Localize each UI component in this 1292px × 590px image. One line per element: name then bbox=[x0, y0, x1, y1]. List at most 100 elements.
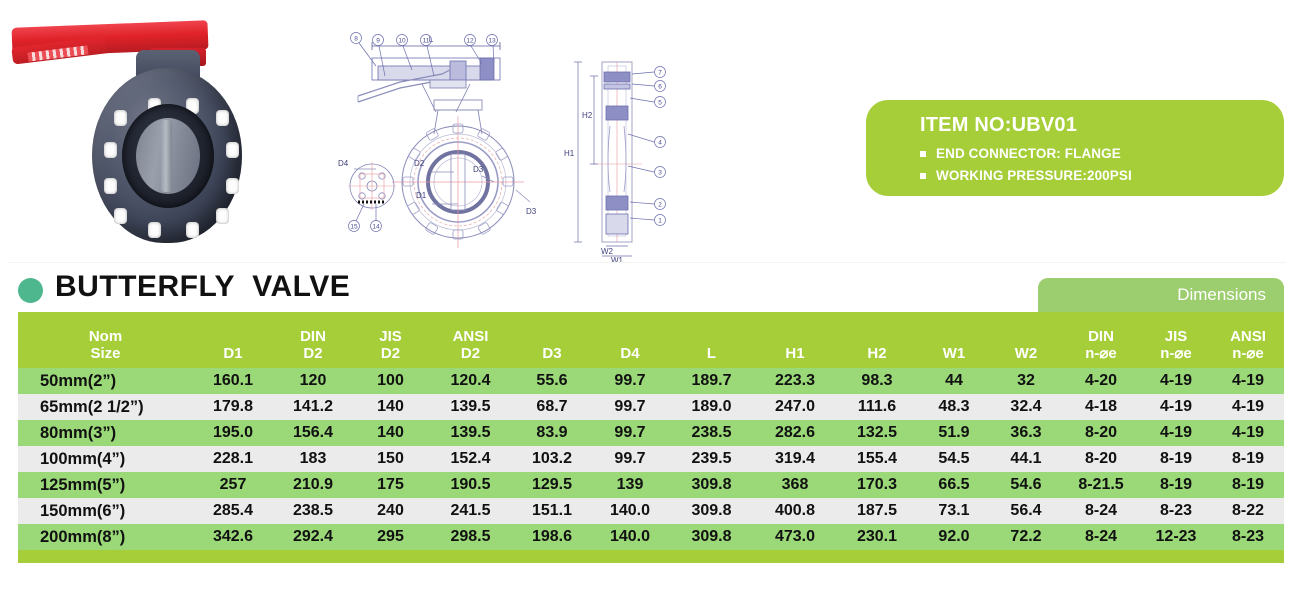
valve-bolt-hole bbox=[104, 142, 117, 158]
table-cell: 139 bbox=[591, 472, 669, 498]
column-header-DIN-n-⌀e: DIN n-⌀e bbox=[1062, 312, 1140, 368]
top-media-section: L bbox=[0, 0, 1292, 264]
column-header-top: ANSI bbox=[452, 328, 489, 345]
column-header-ANSI-n-⌀e: ANSI n-⌀e bbox=[1212, 312, 1284, 368]
callout-14: 14 bbox=[372, 224, 380, 231]
callout-4: 4 bbox=[658, 140, 662, 147]
table-cell: 8-21.5 bbox=[1062, 472, 1140, 498]
column-header-H1: H1 bbox=[754, 312, 836, 368]
table-cell: 342.6 bbox=[193, 524, 273, 550]
square-bullet-icon bbox=[920, 151, 926, 157]
table-cell: 210.9 bbox=[273, 472, 353, 498]
table-cell: 183 bbox=[273, 446, 353, 472]
valve-bolt-hole bbox=[114, 110, 127, 126]
table-cell: 8-20 bbox=[1062, 446, 1140, 472]
column-header-bottom: D4 bbox=[620, 345, 640, 362]
dimensions-tab: Dimensions bbox=[1038, 278, 1284, 312]
table-cell: 473.0 bbox=[754, 524, 836, 550]
column-header-W1: W1 bbox=[918, 312, 990, 368]
dimension-label-D1: D1 bbox=[416, 191, 427, 200]
column-header-bottom: L bbox=[706, 345, 717, 362]
valve-bolt-hole bbox=[114, 208, 127, 224]
valve-bolt-hole bbox=[216, 110, 229, 126]
table-cell: 68.7 bbox=[513, 394, 591, 420]
table-cell: 187.5 bbox=[836, 498, 918, 524]
table-cell: 309.8 bbox=[669, 498, 754, 524]
table-cell: 8-24 bbox=[1062, 498, 1140, 524]
table-cell: 51.9 bbox=[918, 420, 990, 446]
table-cell: 8-20 bbox=[1062, 420, 1140, 446]
callout-13: 13 bbox=[488, 38, 496, 45]
table-cell: 4-20 bbox=[1062, 368, 1140, 394]
table-cell: 400.8 bbox=[754, 498, 836, 524]
table-cell: 8-19 bbox=[1140, 446, 1212, 472]
table-cell: 44.1 bbox=[990, 446, 1062, 472]
page-title: BUTTERFLY VALVE bbox=[55, 270, 351, 303]
table-cell: 120 bbox=[273, 368, 353, 394]
table-cell: 189.7 bbox=[669, 368, 754, 394]
table-cell: 32 bbox=[990, 368, 1062, 394]
column-header-bottom: n-⌀e bbox=[1160, 345, 1192, 362]
table-cell: 8-23 bbox=[1140, 498, 1212, 524]
table-cell: 32.4 bbox=[990, 394, 1062, 420]
info-line-working-pressure: WORKING PRESSURE:200PSI bbox=[920, 165, 1284, 187]
table-cell: 175 bbox=[353, 472, 428, 498]
table-cell: 99.7 bbox=[591, 420, 669, 446]
table-header-row: Nom Size D1 DIN D2 JIS D2 ANSI D2 D3 D4 L H1 H2 W1 W2 DI… bbox=[18, 312, 1284, 368]
column-header-bottom: n-⌀e bbox=[1232, 345, 1264, 362]
column-header-D3: D3 bbox=[513, 312, 591, 368]
dimension-label-D3-alt: D3 bbox=[526, 207, 537, 216]
cell-nominal-size: 100mm(4”) bbox=[18, 446, 193, 472]
column-header-Nom-Size: Nom Size bbox=[18, 312, 193, 368]
cell-nominal-size: 200mm(8”) bbox=[18, 524, 193, 550]
table-cell: 189.0 bbox=[669, 394, 754, 420]
callout-7: 7 bbox=[658, 70, 662, 77]
table-cell: 190.5 bbox=[428, 472, 513, 498]
table-cell: 99.7 bbox=[591, 446, 669, 472]
callout-9: 9 bbox=[376, 38, 380, 45]
table-cell: 241.5 bbox=[428, 498, 513, 524]
table-cell: 139.5 bbox=[428, 394, 513, 420]
square-bullet-icon bbox=[920, 173, 926, 179]
valve-bolt-hole bbox=[216, 208, 229, 224]
column-header-top: ANSI bbox=[1230, 328, 1266, 345]
dimension-label-H1: H1 bbox=[564, 149, 575, 158]
table-cell: 141.2 bbox=[273, 394, 353, 420]
table-cell: 295 bbox=[353, 524, 428, 550]
table-cell: 309.8 bbox=[669, 472, 754, 498]
column-header-bottom: H2 bbox=[867, 345, 887, 362]
dimension-label-H2: H2 bbox=[582, 111, 593, 120]
table-cell: 4-19 bbox=[1212, 368, 1284, 394]
table-cell: 73.1 bbox=[918, 498, 990, 524]
table-cell: 4-18 bbox=[1062, 394, 1140, 420]
column-header-top: DIN bbox=[1088, 328, 1114, 345]
valve-bolt-hole bbox=[186, 222, 199, 238]
callout-2: 2 bbox=[658, 202, 662, 209]
table-cell: 150 bbox=[353, 446, 428, 472]
table-cell: 99.7 bbox=[591, 394, 669, 420]
valve-bolt-hole bbox=[148, 222, 161, 238]
table-cell: 257 bbox=[193, 472, 273, 498]
valve-bolt-hole bbox=[226, 178, 239, 194]
callout-5: 5 bbox=[658, 100, 662, 107]
info-line-end-connector-text: END CONNECTOR: FLANGE bbox=[936, 146, 1121, 161]
table-cell: 8-19 bbox=[1212, 472, 1284, 498]
table-cell: 151.1 bbox=[513, 498, 591, 524]
table-cell: 4-19 bbox=[1140, 394, 1212, 420]
table-row: 50mm(2”) 160.1 120 100 120.4 55.6 99.7 189.7 223… bbox=[18, 368, 1284, 394]
column-header-bottom: H1 bbox=[785, 345, 805, 362]
table-cell: 298.5 bbox=[428, 524, 513, 550]
table-cell: 100 bbox=[353, 368, 428, 394]
column-header-top: Nom bbox=[88, 328, 123, 345]
cell-nominal-size: 150mm(6”) bbox=[18, 498, 193, 524]
table-cell: 285.4 bbox=[193, 498, 273, 524]
table-cell: 55.6 bbox=[513, 368, 591, 394]
technical-drawing-svg: L bbox=[338, 32, 666, 264]
table-cell: 139.5 bbox=[428, 420, 513, 446]
table-cell: 8-23 bbox=[1212, 524, 1284, 550]
dimension-label-W1: W1 bbox=[611, 256, 624, 264]
table-cell: 368 bbox=[754, 472, 836, 498]
column-header-bottom: D2 bbox=[460, 345, 481, 362]
title-row: BUTTERFLY VALVE bbox=[0, 270, 700, 312]
cell-nominal-size: 125mm(5”) bbox=[18, 472, 193, 498]
